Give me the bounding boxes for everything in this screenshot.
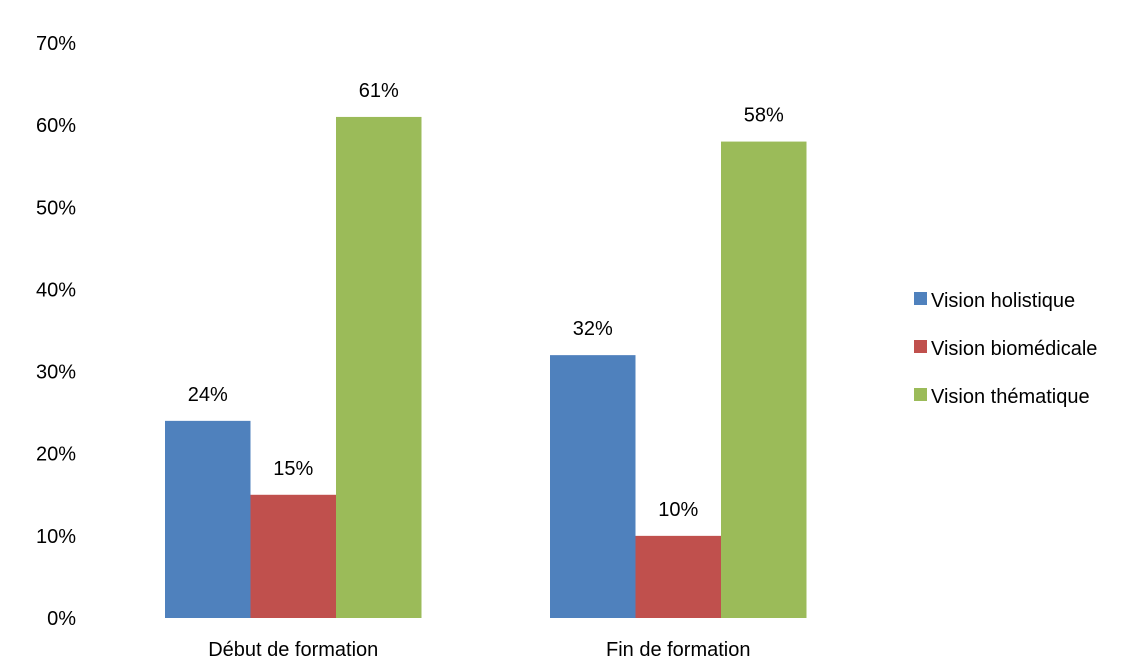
legend-entry: Vision holistique [931, 290, 1075, 312]
data-label: 24% [188, 384, 228, 406]
y-tick-label: 10% [36, 526, 76, 548]
y-tick-label: 0% [47, 608, 76, 630]
x-tick-label: Début de formation [208, 639, 378, 661]
data-labels: 24% 15% 61% 32% 10% 58% [188, 80, 784, 521]
bar [336, 116, 422, 618]
y-tick-label: 50% [36, 197, 76, 219]
bar [550, 355, 636, 618]
y-tick-label: 20% [36, 444, 76, 466]
x-tick-label: Fin de formation [606, 639, 751, 661]
x-axis-labels: Début de formation Fin de formation [208, 639, 750, 661]
y-tick-label: 30% [36, 362, 76, 384]
legend-swatch [914, 340, 927, 353]
data-label: 10% [658, 499, 698, 521]
legend: Vision holistique Vision biomédicale Visio… [914, 290, 1097, 408]
y-axis-ticks: 0% 10% 20% 30% 40% 50% 60% 70% [36, 33, 76, 630]
legend-entry: Vision thématique [931, 386, 1090, 408]
bar [635, 535, 721, 618]
bar [250, 494, 336, 618]
data-label: 58% [744, 105, 784, 127]
bars [165, 116, 807, 619]
legend-swatch [914, 292, 927, 305]
legend-entry: Vision biomédicale [931, 338, 1097, 360]
y-tick-label: 60% [36, 115, 76, 137]
legend-swatch [914, 388, 927, 401]
data-label: 15% [273, 458, 313, 480]
data-label: 32% [573, 318, 613, 340]
y-tick-label: 40% [36, 279, 76, 301]
bar [165, 420, 251, 618]
bar [721, 141, 807, 619]
data-label: 61% [359, 80, 399, 102]
y-tick-label: 70% [36, 33, 76, 55]
